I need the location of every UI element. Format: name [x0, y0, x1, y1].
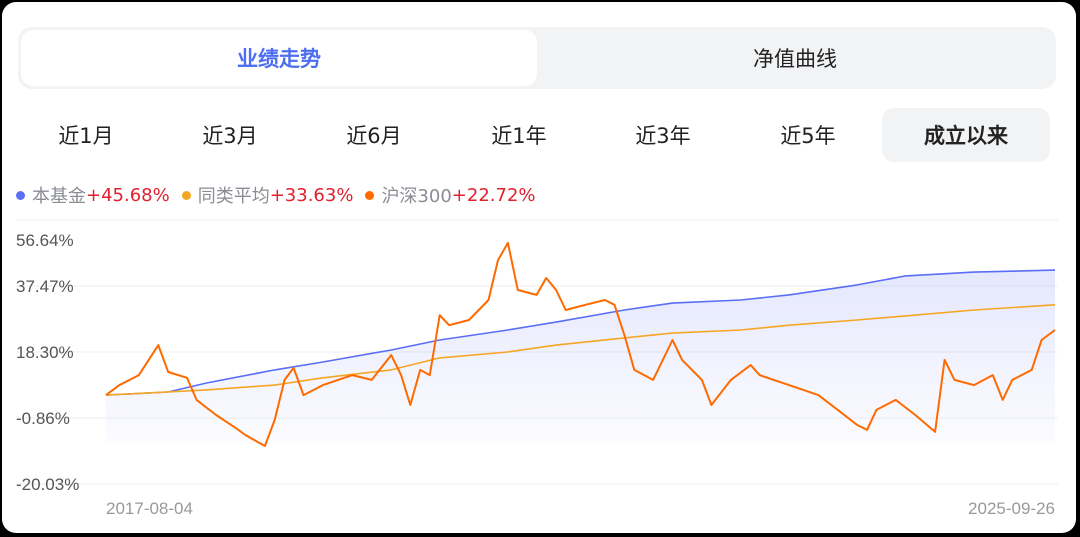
chart-legend: 本基金 +45.68% 同类平均 +33.63% 沪深300 +22.72% — [16, 182, 548, 208]
y-tick-label: 18.30% — [16, 343, 74, 362]
view-switcher: 业绩走势 净值曲线 — [18, 27, 1056, 89]
y-tick-label: -0.86% — [16, 409, 70, 428]
legend-name: 沪深300 — [381, 186, 452, 207]
period-since-inception[interactable]: 成立以来 — [882, 108, 1050, 162]
legend-name: 同类平均 — [197, 186, 270, 207]
legend-dot-icon — [365, 190, 375, 200]
legend-dot-icon — [181, 190, 191, 200]
period-1-year[interactable]: 近1年 — [491, 124, 547, 148]
period-3-months[interactable]: 近3月 — [202, 124, 258, 148]
fund-area — [106, 270, 1055, 444]
series-line-fund — [105, 269, 1056, 396]
y-tick-label: 56.64% — [16, 231, 74, 250]
tab-nav-curve[interactable]: 净值曲线 — [753, 47, 837, 71]
legend-value: +22.72% — [451, 184, 536, 206]
period-3-years[interactable]: 近3年 — [635, 124, 691, 148]
tab-performance-trend[interactable]: 业绩走势 — [21, 30, 537, 86]
series-line-csi300 — [105, 241, 1056, 447]
period-5-years[interactable]: 近5年 — [780, 124, 836, 148]
period-selector: 近1月 近3月 近6月 近1年 近3年 近5年 成立以来 — [18, 108, 1058, 162]
legend-item-fund: 本基金 +45.68% — [16, 182, 170, 208]
y-tick-label: 37.47% — [16, 277, 74, 296]
period-1-month[interactable]: 近1月 — [58, 124, 114, 148]
legend-item-csi300: 沪深300 +22.72% — [365, 182, 536, 208]
period-6-months[interactable]: 近6月 — [346, 124, 402, 148]
x-tick-label: 2017-08-04 — [106, 499, 193, 518]
legend-item-category-average: 同类平均 +33.63% — [181, 182, 354, 208]
y-tick-label: -20.03% — [16, 475, 79, 494]
x-tick-label: 2025-09-26 — [968, 499, 1055, 518]
legend-dot-icon — [16, 190, 25, 200]
legend-value: +45.68% — [86, 184, 170, 206]
legend-name: 本基金 — [32, 186, 86, 207]
legend-value: +33.63% — [269, 184, 354, 206]
